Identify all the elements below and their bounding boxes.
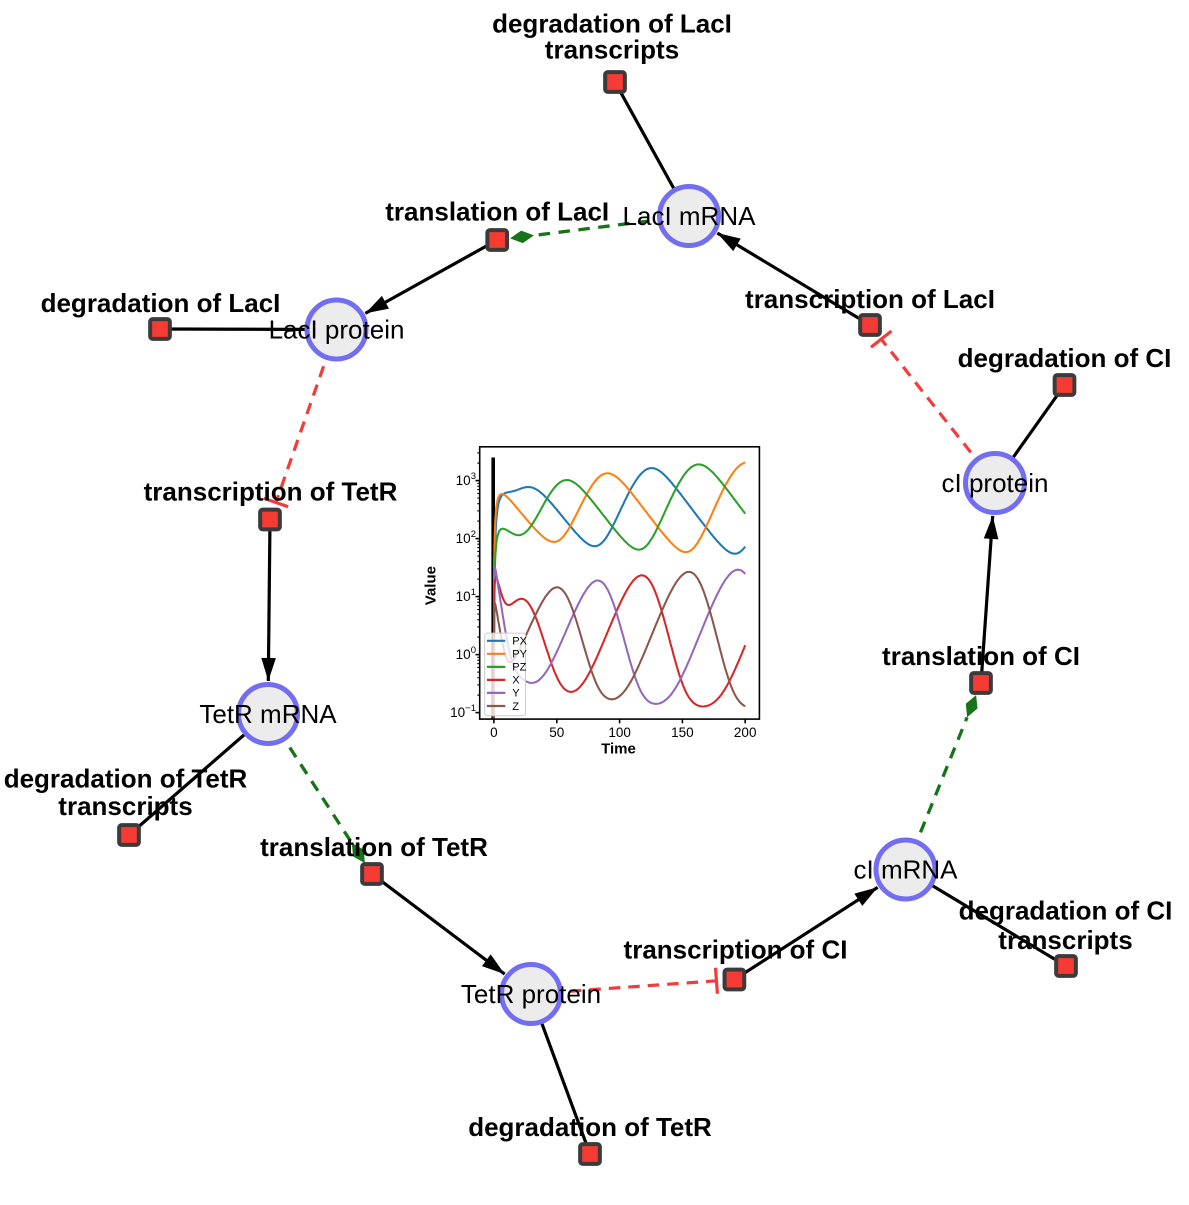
- svg-text:cI mRNA: cI mRNA: [854, 854, 959, 884]
- svg-text:degradation of CI: degradation of CI: [959, 896, 1173, 926]
- svg-text:translation of LacI: translation of LacI: [385, 197, 609, 227]
- svg-text:TetR mRNA: TetR mRNA: [199, 699, 337, 729]
- svg-text:translation of TetR: translation of TetR: [260, 832, 488, 862]
- svg-text:150: 150: [671, 725, 694, 740]
- svg-text:Z: Z: [512, 701, 519, 713]
- svg-text:0: 0: [490, 725, 498, 740]
- svg-text:degradation of TetR: degradation of TetR: [4, 764, 248, 794]
- svg-text:transcription of CI: transcription of CI: [624, 935, 848, 965]
- svg-text:Y: Y: [512, 688, 520, 700]
- svg-text:degradation of TetR: degradation of TetR: [468, 1112, 712, 1142]
- svg-text:Time: Time: [601, 740, 636, 757]
- svg-text:cI protein: cI protein: [942, 468, 1049, 498]
- svg-text:TetR protein: TetR protein: [461, 979, 601, 1009]
- svg-text:transcripts: transcripts: [998, 925, 1132, 955]
- svg-text:50: 50: [549, 725, 564, 740]
- svg-text:transcription of LacI: transcription of LacI: [745, 284, 995, 314]
- svg-text:degradation of CI: degradation of CI: [958, 343, 1172, 373]
- svg-text:degradation of LacI: degradation of LacI: [492, 9, 732, 39]
- svg-text:PX: PX: [512, 636, 527, 648]
- svg-text:PZ: PZ: [512, 662, 526, 674]
- svg-text:200: 200: [734, 725, 757, 740]
- svg-text:translation of CI: translation of CI: [882, 641, 1080, 671]
- svg-text:degradation of LacI: degradation of LacI: [41, 288, 281, 318]
- svg-text:100: 100: [608, 725, 631, 740]
- svg-text:transcription of TetR: transcription of TetR: [144, 476, 398, 506]
- svg-text:Value: Value: [423, 566, 440, 605]
- svg-text:transcripts: transcripts: [545, 34, 679, 64]
- svg-text:PY: PY: [512, 649, 527, 661]
- svg-text:X: X: [512, 675, 520, 687]
- svg-text:LacI protein: LacI protein: [269, 314, 405, 344]
- svg-text:LacI mRNA: LacI mRNA: [623, 201, 757, 231]
- svg-text:transcripts: transcripts: [58, 791, 192, 821]
